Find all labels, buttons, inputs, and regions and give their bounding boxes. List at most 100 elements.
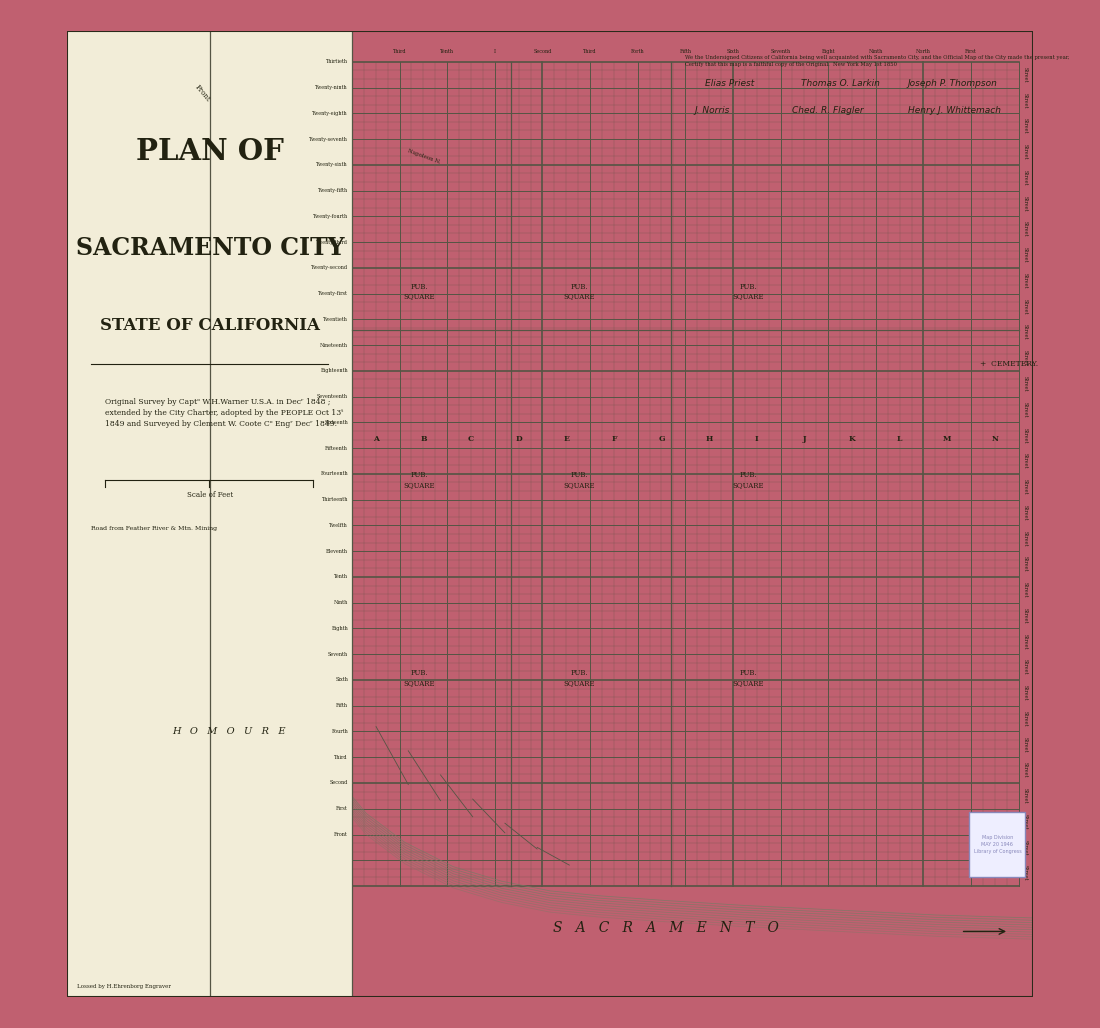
Text: Twenty-fifth: Twenty-fifth (318, 188, 348, 193)
Text: Twenty-sixth: Twenty-sixth (317, 162, 348, 168)
Text: Fifth: Fifth (680, 49, 691, 54)
Text: Twenty-second: Twenty-second (311, 265, 348, 270)
Text: Street: Street (1023, 840, 1027, 855)
Text: J: J (803, 435, 806, 443)
Text: M: M (943, 435, 951, 443)
FancyBboxPatch shape (969, 812, 1025, 877)
Text: Street: Street (1023, 685, 1027, 701)
Text: PUB.
SQUARE: PUB. SQUARE (733, 283, 763, 300)
Text: +  CEMETERY.: + CEMETERY. (980, 360, 1038, 368)
Text: Street: Street (1023, 530, 1027, 546)
Text: B: B (420, 435, 427, 443)
Text: Front: Front (334, 832, 348, 837)
Text: Twenty-ninth: Twenty-ninth (316, 85, 348, 90)
Text: Street: Street (1023, 273, 1027, 289)
Text: We the Undersigned Citizens of California being well acquainted with Sacramento : We the Undersigned Citizens of Californi… (685, 54, 1069, 67)
Text: Twenty-first: Twenty-first (318, 291, 348, 296)
Text: Second: Second (534, 49, 551, 54)
Text: Thirteenth: Thirteenth (321, 498, 348, 502)
Text: First: First (965, 49, 977, 54)
Text: PUB.
SQUARE: PUB. SQUARE (563, 471, 595, 489)
Text: N: N (991, 435, 999, 443)
Text: Thomas O. Larkin: Thomas O. Larkin (801, 79, 880, 88)
Text: STATE OF CALIFORNIA: STATE OF CALIFORNIA (100, 317, 320, 334)
Text: Street: Street (1023, 428, 1027, 443)
Text: Ched. R. Flagler: Ched. R. Flagler (792, 106, 864, 114)
Text: Street: Street (1023, 710, 1027, 727)
Text: Street: Street (1023, 763, 1027, 778)
Text: Ninth: Ninth (333, 600, 348, 605)
Text: Street: Street (1023, 814, 1027, 830)
Text: Second: Second (330, 780, 348, 785)
Text: K: K (848, 435, 856, 443)
Text: Street: Street (1023, 195, 1027, 211)
Text: A: A (373, 435, 378, 443)
Text: PUB.
SQUARE: PUB. SQUARE (563, 283, 595, 300)
Text: Street: Street (1023, 633, 1027, 649)
Text: D: D (515, 435, 522, 443)
Text: Sixteenth: Sixteenth (324, 419, 348, 425)
Text: G: G (658, 435, 664, 443)
Text: Fifth: Fifth (336, 703, 348, 708)
Text: Tenth: Tenth (440, 49, 454, 54)
Text: North: North (916, 49, 931, 54)
Text: Front: Front (192, 83, 211, 104)
Bar (67, 31, 352, 997)
Text: C: C (468, 435, 474, 443)
Text: Street: Street (1023, 479, 1027, 494)
Text: Twelfth: Twelfth (329, 523, 348, 528)
Text: Street: Street (1023, 247, 1027, 263)
Text: Street: Street (1023, 556, 1027, 572)
Text: Elias Priest: Elias Priest (705, 79, 754, 88)
Text: Tenth: Tenth (334, 575, 348, 580)
Text: Map Division
MAY 20 1946
Library of Congress: Map Division MAY 20 1946 Library of Cong… (974, 835, 1021, 854)
Text: Twenty-eighth: Twenty-eighth (312, 111, 348, 116)
Text: Street: Street (1023, 93, 1027, 108)
Text: Eleventh: Eleventh (326, 549, 348, 554)
Text: Street: Street (1023, 608, 1027, 623)
Text: Street: Street (1023, 659, 1027, 674)
Text: Street: Street (1023, 582, 1027, 597)
Text: PUB.
SQUARE: PUB. SQUARE (563, 669, 595, 687)
Text: Street: Street (1023, 788, 1027, 804)
Text: First: First (337, 806, 348, 811)
Text: Street: Street (1023, 376, 1027, 392)
Text: PUB.
SQUARE: PUB. SQUARE (404, 471, 436, 489)
Text: Street: Street (1023, 221, 1027, 236)
Text: Street: Street (1023, 144, 1027, 159)
Text: Twenty-third: Twenty-third (316, 240, 348, 245)
Text: Street: Street (1023, 325, 1027, 340)
Text: Street: Street (1023, 402, 1027, 417)
Text: Twentieth: Twentieth (323, 317, 348, 322)
Text: PUB.
SQUARE: PUB. SQUARE (404, 669, 436, 687)
Text: PUB.
SQUARE: PUB. SQUARE (404, 283, 436, 300)
Text: Henry J. Whittemach: Henry J. Whittemach (908, 106, 1001, 114)
Text: F: F (612, 435, 617, 443)
Text: Street: Street (1023, 453, 1027, 469)
Text: L: L (896, 435, 902, 443)
Text: Third: Third (583, 49, 597, 54)
Text: S   A   C   R   A   M   E   N   T   O: S A C R A M E N T O (553, 921, 779, 934)
Text: Original Survey by Captᵒ W.H.Warner U.S.A. in Decʳ 1848 ;
extended by the City C: Original Survey by Captᵒ W.H.Warner U.S.… (106, 398, 343, 428)
Text: Fifteenth: Fifteenth (326, 446, 348, 450)
Text: Fourth: Fourth (331, 729, 348, 734)
Text: Seventeenth: Seventeenth (317, 394, 348, 399)
Text: H: H (705, 435, 713, 443)
Text: Ninth: Ninth (869, 49, 883, 54)
Text: Third: Third (334, 755, 348, 760)
Text: I: I (494, 49, 496, 54)
Text: Twenty-fourth: Twenty-fourth (312, 214, 348, 219)
Text: Seventh: Seventh (770, 49, 791, 54)
Text: I: I (755, 435, 759, 443)
Text: Street: Street (1023, 505, 1027, 520)
Text: Eighteenth: Eighteenth (320, 368, 348, 373)
Text: Street: Street (1023, 866, 1027, 881)
Text: Road from Feather River & Mtn. Mining: Road from Feather River & Mtn. Mining (91, 526, 217, 531)
Text: Eighth: Eighth (331, 626, 348, 631)
Text: Fourteenth: Fourteenth (320, 472, 348, 476)
Text: Street: Street (1023, 299, 1027, 315)
Text: Sixth: Sixth (726, 49, 739, 54)
Text: Street: Street (1023, 118, 1027, 134)
Text: Thirtieth: Thirtieth (326, 60, 348, 65)
Text: Street: Street (1023, 737, 1027, 752)
